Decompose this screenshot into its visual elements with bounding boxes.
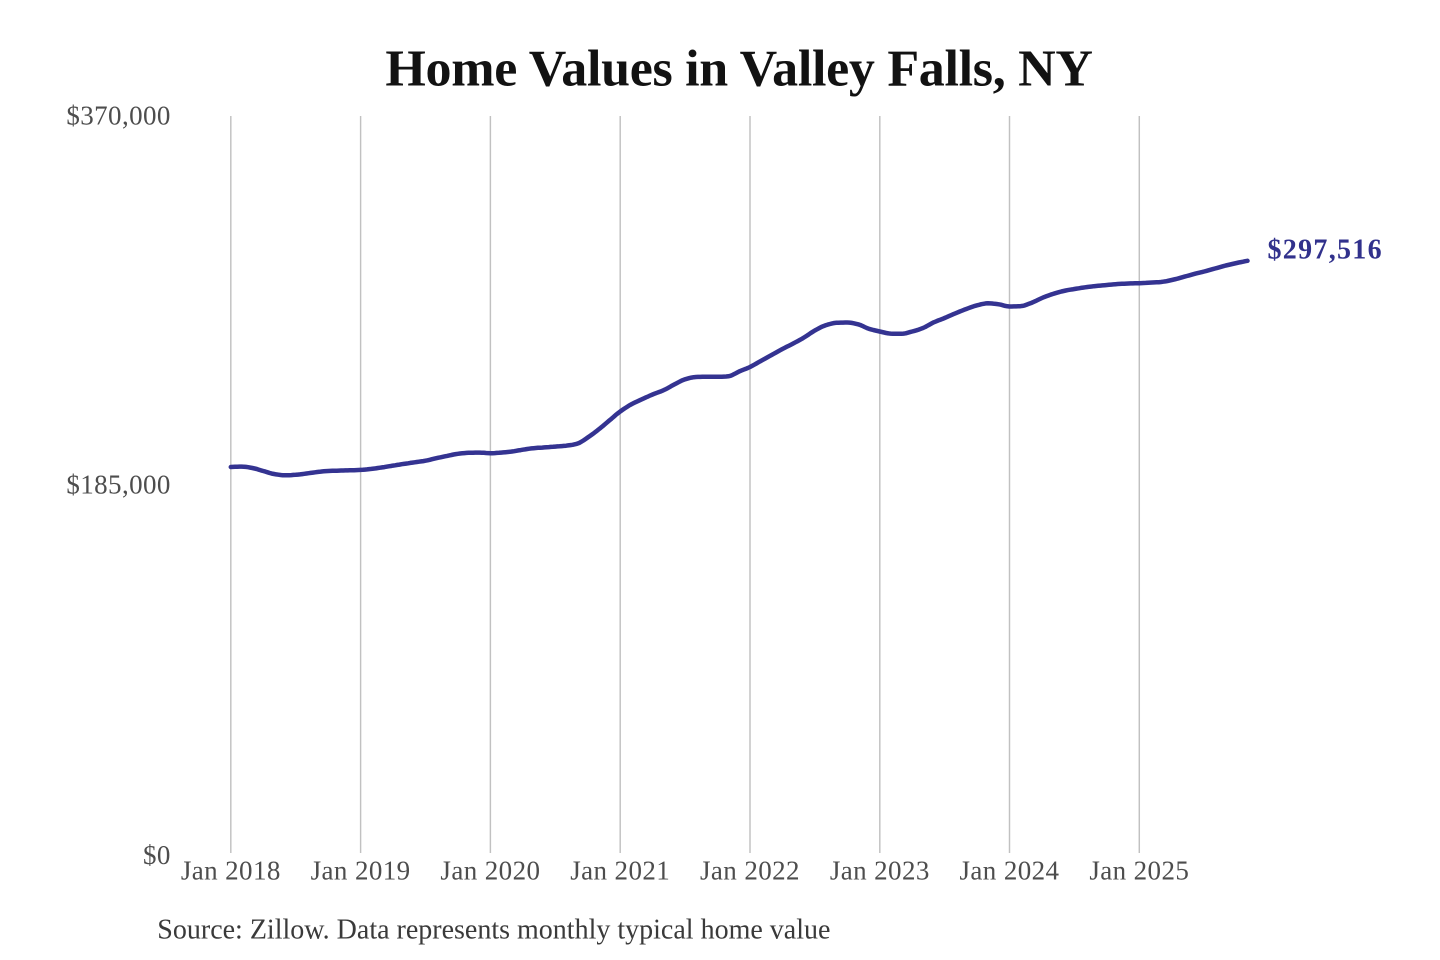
svg-text:Jan 2022: Jan 2022: [700, 856, 800, 886]
svg-text:$185,000: $185,000: [66, 469, 170, 499]
svg-text:Source: Zillow. Data represent: Source: Zillow. Data represents monthly …: [157, 915, 830, 946]
svg-text:Home Values in Valley Falls, N: Home Values in Valley Falls, NY: [385, 41, 1092, 98]
svg-text:Jan 2019: Jan 2019: [311, 856, 411, 886]
svg-text:Jan 2018: Jan 2018: [181, 856, 281, 886]
svg-text:Jan 2025: Jan 2025: [1089, 856, 1189, 886]
svg-text:$0: $0: [143, 840, 171, 870]
svg-text:$370,000: $370,000: [66, 101, 170, 131]
svg-text:Jan 2020: Jan 2020: [440, 856, 540, 886]
svg-text:Jan 2021: Jan 2021: [570, 856, 670, 886]
svg-text:Jan 2023: Jan 2023: [830, 856, 930, 886]
svg-text:Jan 2024: Jan 2024: [960, 856, 1060, 886]
svg-text:$297,516: $297,516: [1268, 235, 1383, 266]
